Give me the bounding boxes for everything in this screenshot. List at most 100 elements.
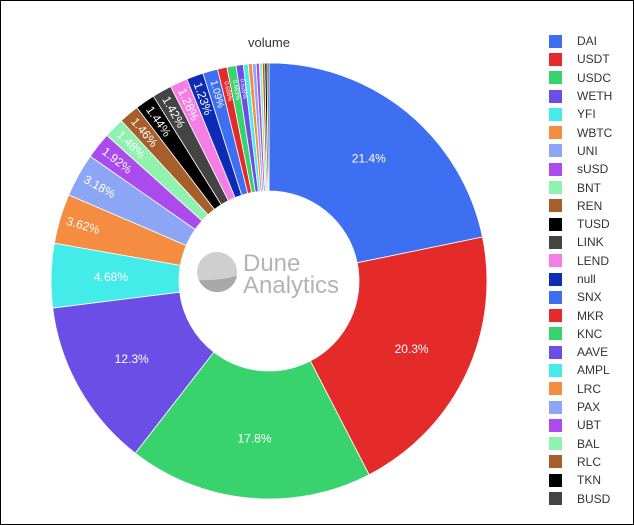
slice-label-yfi: 4.68% bbox=[94, 270, 128, 284]
legend-item-weth[interactable]: WETH bbox=[549, 87, 633, 105]
legend-label: BAL bbox=[577, 436, 600, 451]
legend-item-busd[interactable]: BUSD bbox=[549, 489, 633, 507]
slice-weth[interactable] bbox=[52, 291, 215, 454]
legend-swatch bbox=[549, 107, 562, 121]
legend-swatch bbox=[549, 217, 562, 231]
legend-item-tkn[interactable]: TKN bbox=[549, 471, 633, 489]
legend-item-usdc[interactable]: USDC bbox=[549, 69, 633, 87]
legend-swatch bbox=[549, 418, 562, 432]
slice-label-knc: 0.663% bbox=[231, 79, 241, 101]
slice-label-weth: 12.3% bbox=[115, 352, 149, 366]
legend-label: RLC bbox=[577, 454, 602, 469]
legend-swatch bbox=[549, 235, 562, 249]
legend-item-dai[interactable]: DAI bbox=[549, 32, 633, 50]
watermark-text-line2: Analytics bbox=[243, 272, 339, 299]
legend-label: AMPL bbox=[577, 363, 610, 378]
legend-swatch bbox=[549, 89, 562, 103]
legend-swatch bbox=[549, 272, 562, 286]
legend-item-ubt[interactable]: UBT bbox=[549, 416, 633, 434]
legend-swatch bbox=[549, 437, 562, 451]
legend-label: MKR bbox=[577, 308, 604, 323]
legend-swatch bbox=[549, 254, 562, 268]
legend-label: PAX bbox=[577, 400, 601, 415]
slices-layer bbox=[50, 62, 488, 500]
legend-label: WETH bbox=[577, 89, 613, 104]
legend-item-lrc[interactable]: LRC bbox=[549, 380, 633, 398]
slice-label-usdc: 17.8% bbox=[237, 431, 271, 445]
legend-swatch bbox=[549, 144, 562, 158]
legend-swatch bbox=[549, 290, 562, 304]
legend-item-wbtc[interactable]: WBTC bbox=[549, 123, 633, 141]
legend-item-link[interactable]: LINK bbox=[549, 233, 633, 251]
legend-item-bnt[interactable]: BNT bbox=[549, 178, 633, 196]
legend-swatch bbox=[549, 309, 562, 323]
legend-swatch bbox=[549, 126, 562, 140]
legend-swatch bbox=[549, 52, 562, 66]
legend-label: UBT bbox=[577, 418, 601, 433]
legend: DAI USDT USDC WETH YFI WBTC UNI sUSD BNT REN TUSD L… bbox=[549, 32, 633, 508]
legend-item-mkr[interactable]: MKR bbox=[549, 306, 633, 324]
legend-label: sUSD bbox=[577, 162, 609, 177]
legend-item-aave[interactable]: AAVE bbox=[549, 343, 633, 361]
legend-item-uni[interactable]: UNI bbox=[549, 142, 633, 160]
legend-label: TUSD bbox=[577, 217, 610, 232]
legend-swatch bbox=[549, 199, 562, 213]
slice-usdc[interactable] bbox=[134, 351, 370, 500]
slice-dai[interactable] bbox=[268, 62, 483, 264]
legend-swatch bbox=[549, 181, 562, 195]
legend-item-bal[interactable]: BAL bbox=[549, 435, 633, 453]
legend-label: TKN bbox=[577, 473, 601, 488]
legend-label: AAVE bbox=[577, 345, 609, 360]
slice-label-dai: 21.4% bbox=[352, 152, 386, 166]
legend-label: REN bbox=[577, 198, 603, 213]
slice-label-mkr: 0.688% bbox=[222, 81, 232, 103]
legend-swatch bbox=[549, 363, 562, 377]
legend-item-ampl[interactable]: AMPL bbox=[549, 361, 633, 379]
legend-item-pax[interactable]: PAX bbox=[549, 398, 633, 416]
legend-label: USDC bbox=[577, 70, 612, 85]
legend-item-rlc[interactable]: RLC bbox=[549, 453, 633, 471]
legend-swatch bbox=[549, 400, 562, 414]
legend-label: DAI bbox=[577, 34, 598, 49]
dune-logo-icon bbox=[197, 252, 237, 293]
legend-swatch bbox=[549, 162, 562, 176]
slice-label-aave: 0.528% bbox=[239, 78, 248, 100]
legend-swatch bbox=[549, 71, 562, 85]
legend-swatch bbox=[549, 473, 562, 487]
legend-label: SNX bbox=[577, 290, 602, 305]
legend-swatch bbox=[549, 455, 562, 469]
legend-item-susd[interactable]: sUSD bbox=[549, 160, 633, 178]
legend-label: null bbox=[577, 272, 596, 286]
legend-item-yfi[interactable]: YFI bbox=[549, 105, 633, 123]
legend-swatch bbox=[549, 382, 562, 396]
legend-item-null[interactable]: null bbox=[549, 270, 633, 288]
legend-swatch bbox=[549, 34, 562, 48]
legend-label: BUSD bbox=[577, 491, 611, 506]
legend-label: UNI bbox=[577, 143, 598, 158]
legend-swatch bbox=[549, 492, 562, 506]
legend-swatch bbox=[549, 327, 562, 341]
legend-item-knc[interactable]: KNC bbox=[549, 325, 633, 343]
legend-label: BNT bbox=[577, 180, 601, 195]
watermark-text-line1: Dune bbox=[243, 250, 300, 277]
legend-label: WBTC bbox=[577, 125, 613, 140]
slice-label-usdt: 20.3% bbox=[395, 342, 429, 356]
slice-busd[interactable] bbox=[266, 62, 270, 192]
legend-item-usdt[interactable]: USDT bbox=[549, 50, 633, 68]
legend-item-snx[interactable]: SNX bbox=[549, 288, 633, 306]
legend-label: KNC bbox=[577, 326, 603, 341]
legend-swatch bbox=[549, 345, 562, 359]
legend-item-ren[interactable]: REN bbox=[549, 197, 633, 215]
legend-label: LEND bbox=[577, 253, 610, 268]
slice-usdt[interactable] bbox=[309, 236, 488, 476]
legend-label: YFI bbox=[577, 107, 596, 122]
chart-title: volume bbox=[248, 35, 290, 50]
legend-label: LINK bbox=[577, 235, 604, 250]
legend-label: LRC bbox=[577, 381, 602, 396]
legend-item-tusd[interactable]: TUSD bbox=[549, 215, 633, 233]
legend-item-lend[interactable]: LEND bbox=[549, 252, 633, 270]
legend-label: USDT bbox=[577, 52, 610, 67]
